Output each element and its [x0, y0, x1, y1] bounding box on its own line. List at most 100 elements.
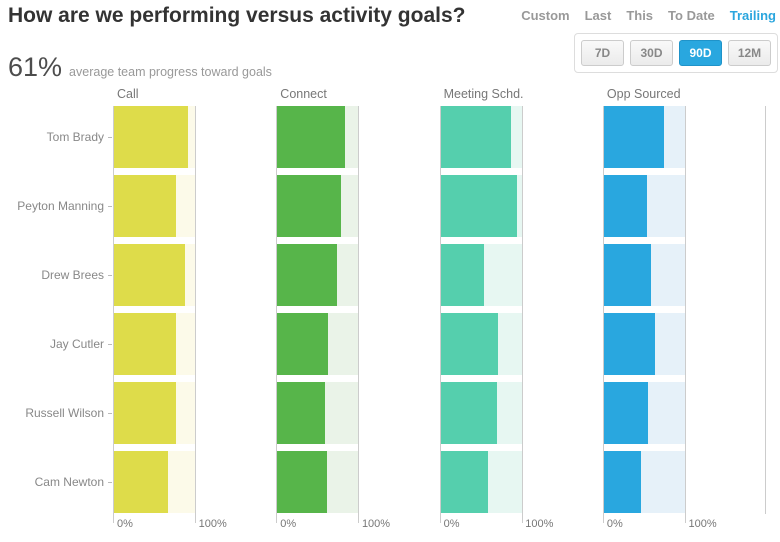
- bar-connect-russell-wilson[interactable]: [277, 381, 326, 445]
- stat-line: 61% average team progress toward goals: [8, 52, 272, 83]
- panel-header-opp-sourced: Opp Sourced: [606, 87, 681, 101]
- bar-opp-sourced-cam-newton[interactable]: [603, 450, 641, 514]
- tick-label-100: 100%: [688, 518, 717, 530]
- axis-tick-dash: [108, 206, 112, 208]
- bar-row: [440, 450, 603, 514]
- bar-row: [277, 174, 439, 238]
- bar-opp-sourced-jay-cutler[interactable]: [603, 312, 655, 376]
- bar-row: [114, 312, 276, 376]
- tick-label-100: 100%: [525, 518, 554, 530]
- row-label-text: Tom Brady: [46, 130, 104, 145]
- bar-row: [277, 312, 439, 376]
- row-label-tom-brady: Tom Brady: [0, 106, 112, 168]
- panel-rows: [440, 106, 603, 514]
- page-title: How are we performing versus activity go…: [8, 4, 466, 27]
- panel-rows: [277, 106, 439, 514]
- tick-label-100: 100%: [361, 518, 391, 530]
- range-tab-custom[interactable]: Custom: [521, 8, 570, 23]
- tick-label-0: 0%: [280, 518, 297, 530]
- range-tab-last[interactable]: Last: [584, 8, 612, 23]
- bar-call-russell-wilson[interactable]: [114, 381, 177, 445]
- bar-connect-tom-brady[interactable]: [277, 106, 345, 169]
- bar-row: [114, 243, 276, 307]
- panel-header-connect: Connect: [280, 87, 327, 101]
- hundred-percent-gridline: [521, 106, 523, 523]
- trailing-button-12m[interactable]: 12M: [728, 40, 771, 66]
- bar-row: [114, 106, 276, 169]
- row-label-peyton-manning: Peyton Manning: [0, 175, 112, 237]
- bar-opp-sourced-drew-brees[interactable]: [603, 243, 652, 307]
- chart-panel-call: Call: [113, 87, 276, 523]
- bar-row: [440, 106, 603, 169]
- row-label-text: Drew Brees: [41, 268, 104, 283]
- bar-connect-drew-brees[interactable]: [277, 243, 337, 307]
- axis-tick-dash: [108, 413, 112, 415]
- row-label-text: Jay Cutler: [49, 337, 104, 352]
- chart-panel-connect: Connect: [276, 87, 439, 523]
- row-label-text: Peyton Manning: [17, 199, 104, 214]
- trailing-button-30d[interactable]: 30D: [630, 40, 673, 66]
- bar-meeting-schd-tom-brady[interactable]: [440, 106, 512, 169]
- bar-row: [603, 243, 765, 307]
- bar-row: [440, 243, 603, 307]
- panel-header-meeting-schd: Meeting Schd.: [443, 87, 524, 101]
- bar-row: [603, 312, 765, 376]
- bar-row: [440, 312, 603, 376]
- bar-row: [277, 450, 439, 514]
- axis-labels-connect: 0% 100%: [276, 518, 439, 534]
- axis-labels-meeting-schd: 0% 100%: [440, 518, 603, 534]
- row-label-text: Russell Wilson: [25, 406, 104, 421]
- bar-connect-jay-cutler[interactable]: [277, 312, 328, 376]
- bar-opp-sourced-tom-brady[interactable]: [603, 106, 665, 169]
- bar-meeting-schd-drew-brees[interactable]: [440, 243, 485, 307]
- bar-call-tom-brady[interactable]: [114, 106, 188, 169]
- bar-meeting-schd-peyton-manning[interactable]: [440, 174, 517, 238]
- bar-call-drew-brees[interactable]: [114, 243, 186, 307]
- axis-tick-dash: [108, 137, 112, 139]
- hundred-percent-gridline: [195, 106, 197, 523]
- panel-header-call: Call: [117, 87, 139, 101]
- tick-label-100: 100%: [198, 518, 227, 530]
- range-tab-trailing[interactable]: Trailing: [729, 8, 776, 23]
- hundred-percent-gridline: [358, 106, 360, 523]
- trailing-button-group: 7D 30D 90D 12M: [574, 33, 778, 73]
- chart-panel-meeting-schd: Meeting Schd.: [439, 87, 603, 523]
- range-tab-to-date[interactable]: To Date: [668, 8, 715, 23]
- bar-row: [114, 381, 276, 445]
- bar-row: [114, 174, 276, 238]
- bar-row: [277, 243, 439, 307]
- bar-row: [440, 174, 603, 238]
- trailing-button-7d[interactable]: 7D: [581, 40, 624, 66]
- chart-panel-opp-sourced: Opp Sourced: [602, 87, 767, 523]
- bar-row: [603, 381, 765, 445]
- bar-row: [603, 450, 765, 514]
- bar-connect-cam-newton[interactable]: [277, 450, 327, 514]
- bar-call-cam-newton[interactable]: [114, 450, 168, 514]
- bar-meeting-schd-russell-wilson[interactable]: [440, 381, 498, 445]
- bar-call-peyton-manning[interactable]: [114, 174, 177, 238]
- range-tab-this[interactable]: This: [626, 8, 654, 23]
- bar-meeting-schd-jay-cutler[interactable]: [440, 312, 499, 376]
- axis-tick-dash: [108, 482, 112, 484]
- bar-meeting-schd-cam-newton[interactable]: [440, 450, 489, 514]
- bar-row: [440, 381, 603, 445]
- row-label-drew-brees: Drew Brees: [0, 244, 112, 306]
- bar-call-jay-cutler[interactable]: [114, 312, 177, 376]
- tick-label-0: 0%: [117, 518, 133, 530]
- bar-opp-sourced-russell-wilson[interactable]: [603, 381, 649, 445]
- axis-tick-dash: [108, 275, 112, 277]
- goal-progress-chart: Call Connect Meeting Schd. Opp Sourced: [113, 87, 767, 523]
- row-label-cam-newton: Cam Newton: [0, 451, 112, 513]
- bar-row: [277, 106, 439, 169]
- row-label-russell-wilson: Russell Wilson: [0, 382, 112, 444]
- bar-connect-peyton-manning[interactable]: [277, 174, 342, 238]
- bar-opp-sourced-peyton-manning[interactable]: [603, 174, 648, 238]
- hundred-percent-gridline: [684, 106, 686, 523]
- axis-labels-call: 0% 100%: [113, 518, 276, 534]
- trailing-button-90d[interactable]: 90D: [679, 40, 722, 66]
- tick-label-0: 0%: [606, 518, 623, 530]
- bar-row: [277, 381, 439, 445]
- axis-tick-dash: [108, 344, 112, 346]
- axis-labels-opp-sourced: 0% 100%: [603, 518, 766, 534]
- bar-row: [114, 450, 276, 514]
